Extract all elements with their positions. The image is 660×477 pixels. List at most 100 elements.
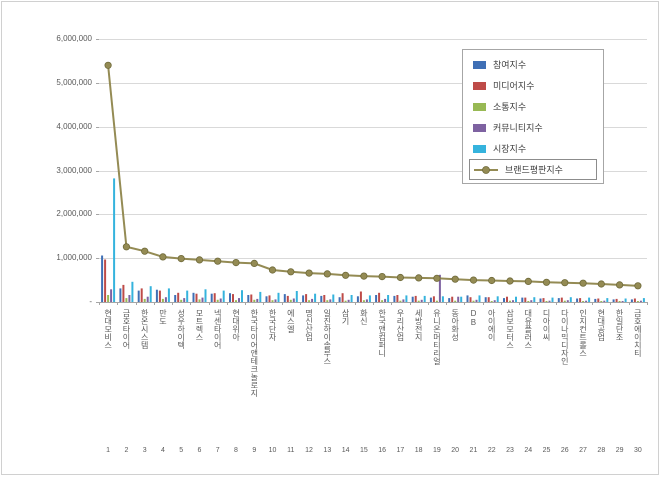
bar-커뮤니티지수 [548,300,551,302]
bar-시장지수 [350,295,353,302]
bar-시장지수 [478,295,481,302]
legend-swatch [473,102,486,111]
bar-시장지수 [295,291,298,302]
x-axis-rank-label: 1 [106,447,111,454]
x-axis-category-label: 모트렉스 [194,309,204,341]
bar-시장지수 [387,295,390,302]
bar-커뮤니티지수 [438,274,441,302]
line-marker [268,266,277,274]
line-marker [506,277,514,285]
bar-미디어지수 [615,298,618,302]
y-axis-tick-label: - [89,297,92,306]
bar-시장지수 [515,296,517,302]
bar-소통지수 [125,298,128,302]
bar-시장지수 [332,294,335,302]
bar-미디어지수 [432,296,435,302]
legend-item-커뮤니티지수: 커뮤니티지수 [469,117,597,138]
bar-소통지수 [381,300,384,302]
line-marker [250,259,258,267]
x-axis-rank-label: 21 [469,447,478,454]
x-axis-rank-label: 26 [560,447,569,454]
legend: 참여지수 미디어지수 소통지수 커뮤니티지수 시장지수 브랜드평판지수 [462,49,604,184]
bar-커뮤니티지수 [256,298,259,302]
bar-커뮤니티지수 [329,299,332,302]
bar-미디어지수 [177,292,180,302]
x-axis-category-label: 한온시스템 [140,309,150,349]
x-axis-category-label: 아이에이 [487,309,497,341]
line-marker [305,269,313,277]
line-marker [287,268,295,276]
bar-참여지수 [393,295,396,302]
bar-시장지수 [642,298,645,302]
line-marker [159,253,167,261]
bar-참여지수 [192,292,195,302]
bar-시장지수 [405,295,408,302]
legend-swatch [473,81,486,90]
x-axis-rank-label: 8 [234,447,238,454]
bar-미디어지수 [487,297,490,302]
x-axis-rank-label: 6 [197,447,202,454]
x-axis-category-label: DB [468,309,478,327]
bar-커뮤니티지수 [183,298,186,302]
line-marker [195,256,204,264]
bar-시장지수 [131,281,134,302]
x-axis-category-label: 넥센타이어 [213,309,223,349]
bar-시장지수 [606,298,609,302]
y-axis-tick-label: 1,000,000 [56,253,92,263]
bar-시장지수 [551,297,554,302]
x-axis-category-label: 한일단조 [615,309,625,341]
bar-소통지수 [472,300,475,302]
bar-커뮤니티지수 [347,299,350,302]
bar-커뮤니티지수 [457,296,460,302]
x-axis-category-label: 대유플러스 [523,309,533,349]
x-axis-rank-label: 17 [396,447,405,454]
x-axis-rank-label: 4 [160,447,165,454]
legend-item-참여지수: 참여지수 [469,54,597,75]
bar-커뮤니티지수 [110,289,113,302]
x-axis-rank-label: 15 [359,447,368,454]
legend-label: 참여지수 [493,60,527,70]
bar-커뮤니티지수 [274,299,277,302]
bar-미디어지수 [469,297,472,302]
bar-커뮤니티지수 [219,298,222,302]
line-marker [396,273,404,282]
bar-참여지수 [119,288,122,302]
bar-미디어지수 [250,294,253,302]
bar-커뮤니티지수 [585,300,588,302]
x-axis-category-label: 명신산업 [304,309,314,341]
bar-시장지수 [624,298,627,302]
bar-시장지수 [460,296,463,302]
x-axis-category-label: 현대위아 [231,309,241,341]
y-axis-tick-label: 6,000,000 [56,34,92,43]
x-axis-rank-label: 12 [305,447,313,454]
bar-참여지수 [503,298,505,302]
bar-미디어지수 [542,298,545,302]
x-axis-rank-label: 7 [215,447,220,454]
line-marker [634,282,642,290]
x-axis-category-label: 인지컨트롤스 [578,309,588,357]
bar-시장지수 [149,286,152,302]
bar-미디어지수 [414,295,417,302]
x-axis-category-label: 동아화성 [450,309,460,341]
legend-item-미디어지수: 미디어지수 [469,75,597,96]
line-marker [104,61,112,69]
x-axis-category-label: 한국앤컴퍼니 [377,309,387,357]
bar-시장지수 [186,290,189,302]
bar-참여지수 [101,255,104,302]
bar-시장지수 [167,288,170,302]
bar-미디어지수 [213,293,216,302]
bar-참여지수 [612,299,615,302]
bar-미디어지수 [378,292,381,302]
bar-미디어지수 [396,295,399,302]
bar-소통지수 [344,300,347,302]
x-axis-rank-label: 10 [268,447,277,454]
bar-커뮤니티지수 [201,297,204,302]
x-axis-rank-label: 11 [287,447,295,454]
bar-시장지수 [368,295,371,302]
line-marker [469,276,478,284]
x-axis-rank-label: 24 [524,447,533,454]
x-axis-category-label: 한국단자 [268,309,278,341]
bar-소통지수 [326,300,329,302]
line-marker [524,277,532,285]
